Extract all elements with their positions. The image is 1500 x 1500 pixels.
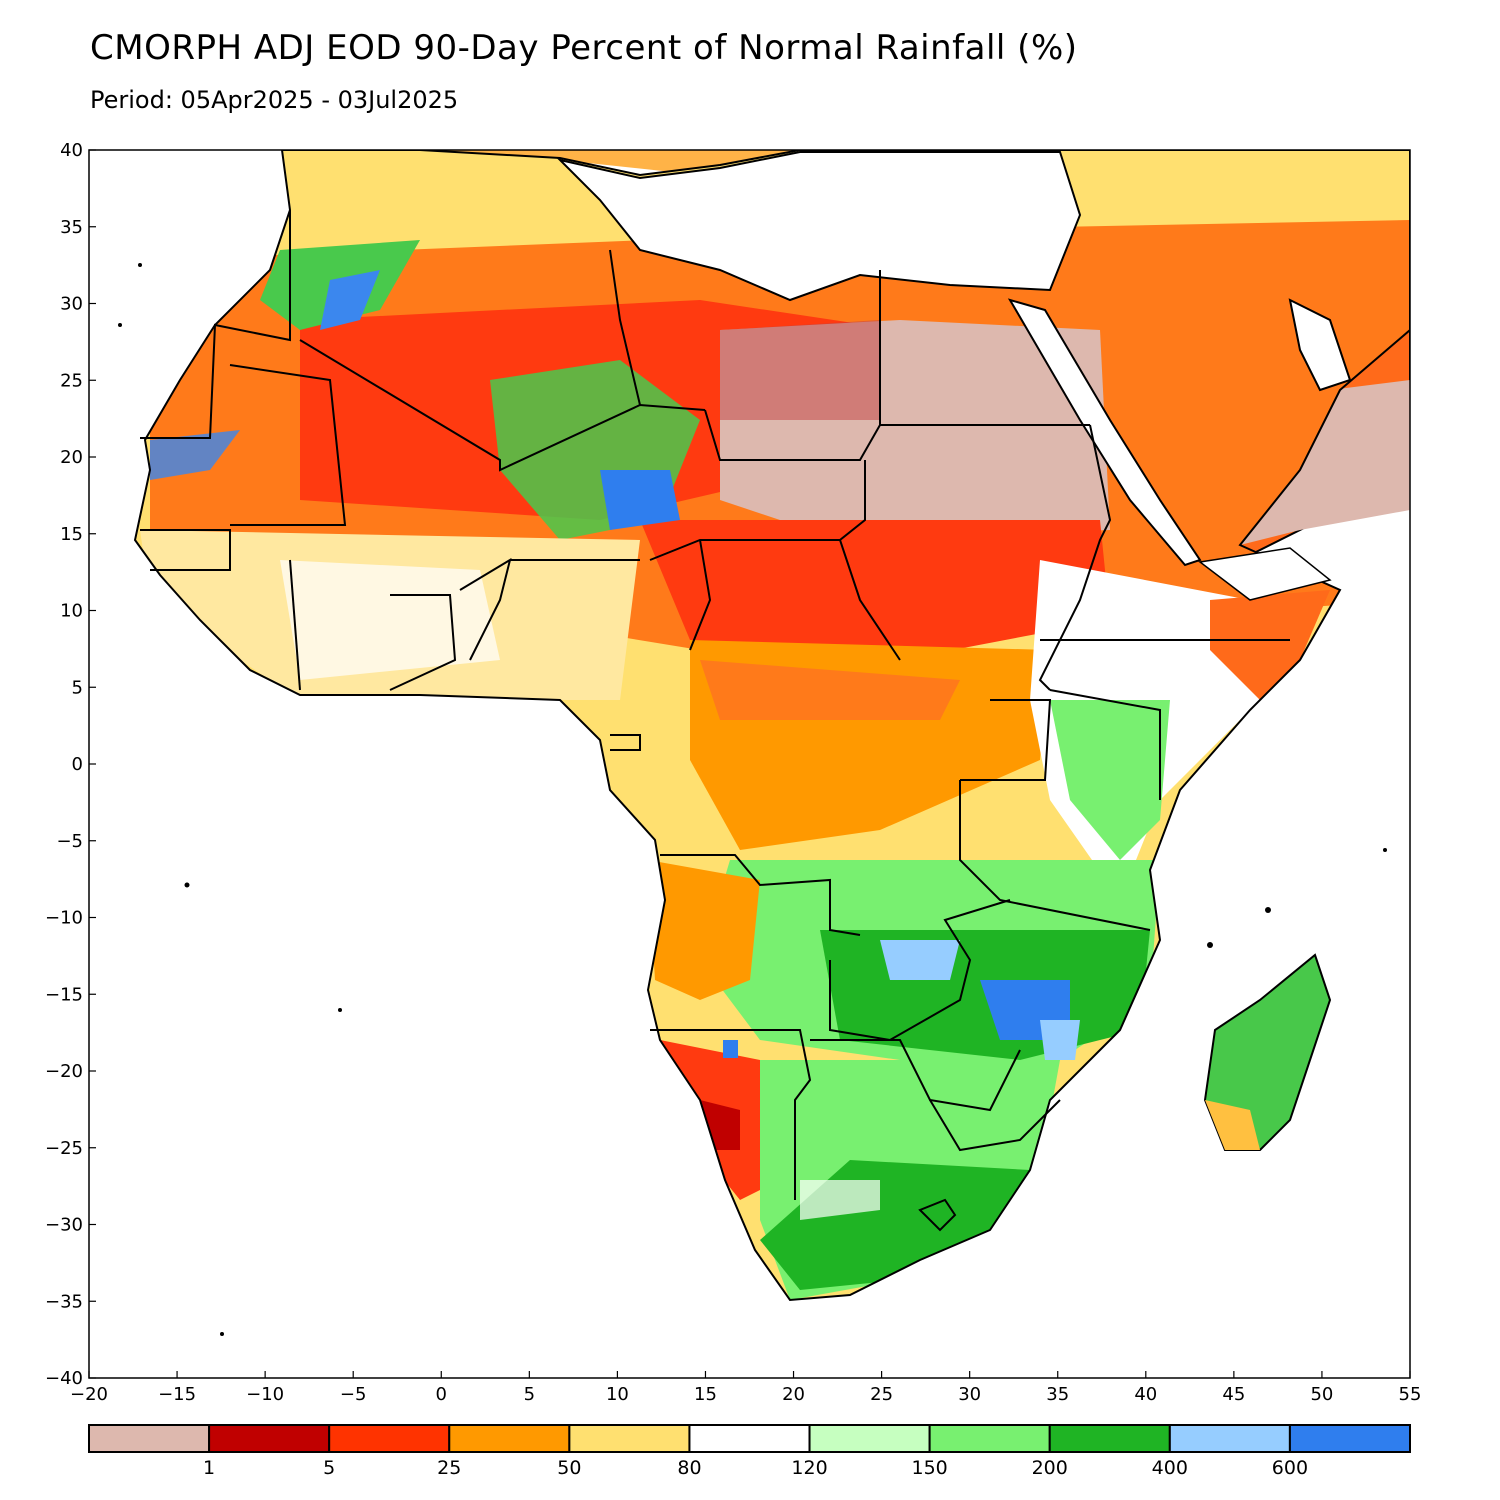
- y-tick-label: 30: [60, 294, 83, 315]
- x-tick-label: 30: [958, 1384, 981, 1405]
- colorbar-swatch: [88, 1424, 211, 1453]
- x-tick-label: 10: [606, 1384, 629, 1405]
- x-tick-label: 15: [694, 1384, 717, 1405]
- y-tick-label: −10: [45, 908, 83, 929]
- x-tick-label: −15: [158, 1384, 196, 1405]
- colorbar-swatch: [1168, 1424, 1291, 1453]
- colorbar-swatch: [1048, 1424, 1171, 1453]
- x-tick-label: 25: [870, 1384, 893, 1405]
- colorbar-label: 25: [437, 1457, 461, 1479]
- y-tick-label: 5: [72, 677, 83, 698]
- colorbar-label: 400: [1152, 1457, 1188, 1479]
- x-tick-label: 20: [782, 1384, 805, 1405]
- country-borders: [140, 210, 1290, 1232]
- colorbar-label: 120: [791, 1457, 827, 1479]
- x-tick-label: −5: [340, 1384, 367, 1405]
- colorbar-swatch: [928, 1424, 1051, 1453]
- red-sea: [1007, 298, 1202, 567]
- gulf-of-aden: [1198, 547, 1332, 601]
- x-tick-label: 55: [1399, 1384, 1422, 1405]
- y-tick-label: 20: [60, 447, 83, 468]
- colorbar-swatch: [568, 1424, 691, 1453]
- africa-coastline: [133, 150, 1410, 1302]
- y-tick-label: 25: [60, 370, 83, 391]
- colorbar-swatch: [1288, 1424, 1411, 1453]
- colorbar-label: 1: [203, 1457, 215, 1479]
- y-tick-label: 0: [72, 754, 83, 775]
- colorbar-label: 200: [1032, 1457, 1068, 1479]
- x-axis: −20 −15 −10 −5 0 5 10 15 20 25 30 35 40 45 50 55: [70, 1371, 1421, 1405]
- x-tick-label: 50: [1310, 1384, 1333, 1405]
- y-tick-label: −35: [45, 1291, 83, 1312]
- colorbar-label: 50: [557, 1457, 581, 1479]
- map-subtitle: Period: 05Apr2025 - 03Jul2025: [90, 86, 459, 114]
- colorbar-swatch: [448, 1424, 571, 1453]
- x-tick-label: 40: [1134, 1384, 1157, 1405]
- y-tick-label: 40: [60, 140, 83, 161]
- colorbar-label: 80: [677, 1457, 701, 1479]
- map-title: CMORPH ADJ EOD 90-Day Percent of Normal …: [90, 28, 1078, 68]
- colorbar-label: 150: [912, 1457, 948, 1479]
- colorbar-swatch: [208, 1424, 331, 1453]
- y-tick-label: −20: [45, 1061, 83, 1082]
- y-tick-label: −40: [45, 1368, 83, 1389]
- x-tick-label: 5: [524, 1384, 535, 1405]
- mediterranean-sea: [556, 151, 1082, 302]
- colorbar-swatch: [688, 1424, 811, 1453]
- y-tick-label: 35: [60, 217, 83, 238]
- y-tick-label: −15: [45, 984, 83, 1005]
- y-tick-label: 15: [60, 524, 83, 545]
- y-tick-label: −25: [45, 1138, 83, 1159]
- colorbar-label: 600: [1272, 1457, 1308, 1479]
- x-tick-label: −10: [246, 1384, 284, 1405]
- y-tick-label: −5: [56, 831, 83, 852]
- y-tick-label: −30: [45, 1215, 83, 1236]
- colorbar-swatch: [808, 1424, 931, 1453]
- colorbar-legend: 1 5 25 50 80 120 150 200 400 600: [88, 1424, 1411, 1479]
- x-tick-label: 0: [436, 1384, 447, 1405]
- colorbar-swatch: [328, 1424, 451, 1453]
- x-tick-label: 35: [1046, 1384, 1069, 1405]
- y-tick-label: 10: [60, 601, 83, 622]
- x-tick-label: 45: [1222, 1384, 1245, 1405]
- islands: [118, 263, 1387, 1336]
- colorbar-label: 5: [323, 1457, 335, 1479]
- x-tick-label: −20: [70, 1384, 108, 1405]
- y-axis: 40 35 30 25 20 15 10 5 0 −5 −10 −15 −20 −25 −30 −35 −40: [45, 140, 96, 1389]
- persian-gulf: [1288, 298, 1352, 392]
